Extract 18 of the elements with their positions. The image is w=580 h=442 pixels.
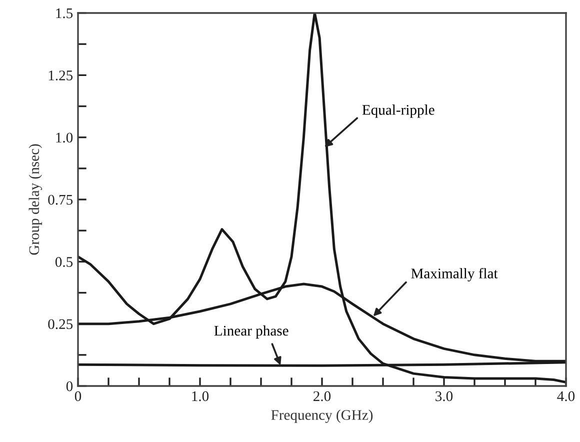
x-tick-label: 0 [74,391,82,402]
x-tick-label: 1.0 [192,391,209,402]
y-tick-label: 1.0 [56,132,73,143]
annotation: Maximally flat [411,268,498,282]
y-tick-label: 1.25 [48,70,73,80]
y-tick-label: 0.5 [55,257,73,267]
annotation: Equal-ripple [362,104,434,118]
y-tick-label: 0.25 [48,319,73,330]
x-tick-label: 2.0 [314,391,331,402]
x-tick-label: 4.0 [557,391,575,402]
y-tick-label: 0 [66,381,73,392]
x-tick-label: 3.0 [436,391,453,402]
y-tick-label: 1.5 [56,8,73,18]
line-series [78,13,566,384]
x-axis-title: Frequency (GHz) [271,410,373,423]
y-tick-label: 0.75 [48,194,73,205]
annotation: Linear phase [214,325,288,339]
y-axis-title: Group delay (nsec) [28,144,42,255]
